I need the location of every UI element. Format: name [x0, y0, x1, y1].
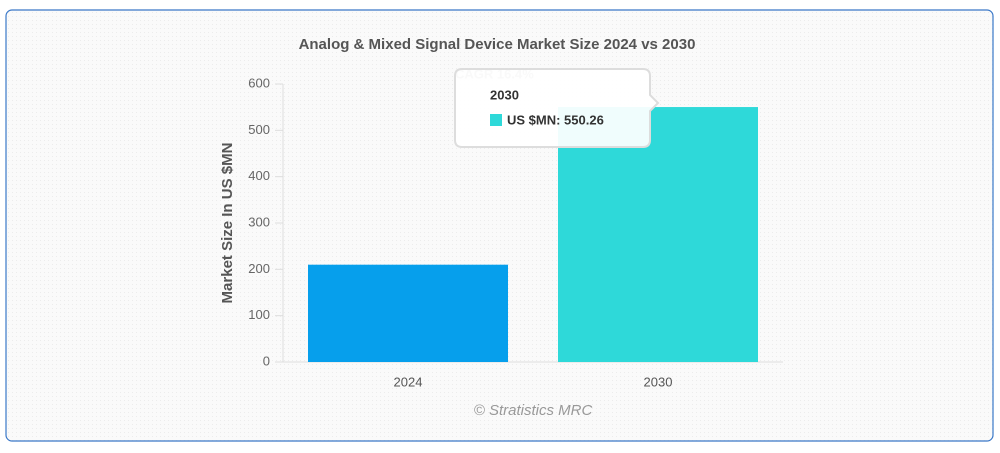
- y-tick-label: 200: [248, 261, 270, 276]
- tooltip-swatch: [490, 114, 502, 126]
- y-tick-label: 500: [248, 122, 270, 137]
- plot-area: 0 100 200 300 400 500 600 2024 2030: [248, 75, 783, 389]
- bar: [308, 264, 508, 362]
- y-tick-label: 400: [248, 168, 270, 183]
- y-tick-label: 100: [248, 307, 270, 322]
- tooltip-box: [454, 68, 660, 148]
- chart-title: Analog & Mixed Signal Device Market Size…: [299, 36, 696, 53]
- x-tick-label: 2024: [394, 374, 423, 389]
- x-tick-label: 2030: [644, 374, 673, 389]
- y-tick-label: 600: [248, 75, 270, 90]
- bar: [558, 107, 758, 362]
- y-tick-label: 0: [263, 353, 270, 368]
- y-axis-label: Market Size In US $MN: [219, 143, 236, 304]
- tooltip-title: 2030: [490, 87, 519, 102]
- watermark: © Stratistics MRC: [474, 402, 593, 419]
- tooltip-value: US $MN: 550.26: [507, 112, 604, 127]
- y-tick-label: 300: [248, 214, 270, 229]
